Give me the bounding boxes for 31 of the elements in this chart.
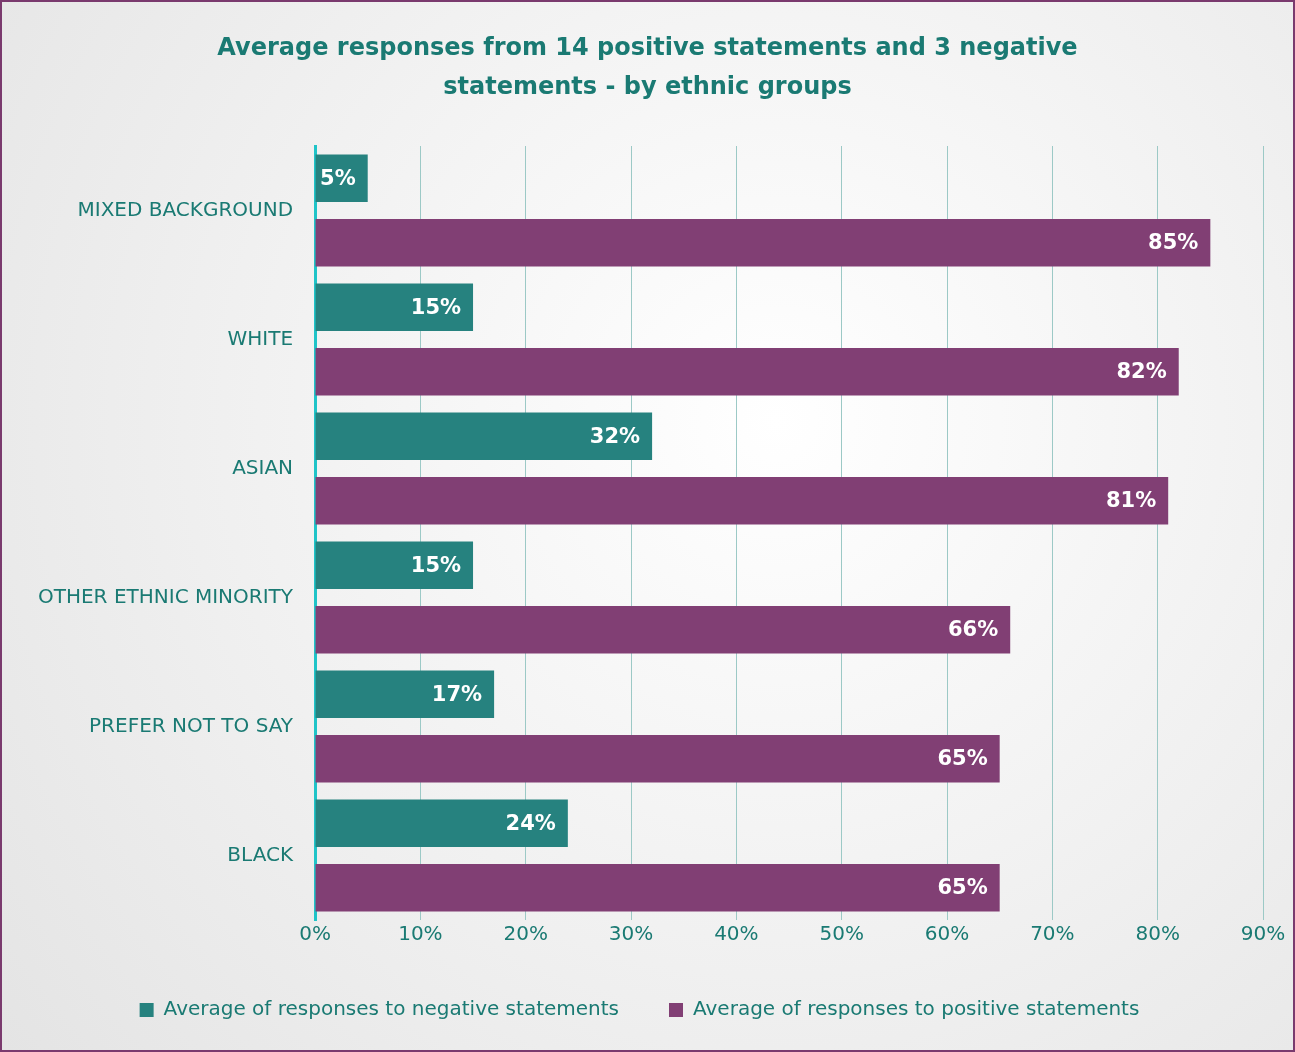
data-label: 5% bbox=[320, 165, 356, 190]
x-tick-label: 30% bbox=[608, 921, 654, 946]
data-label: 85% bbox=[1148, 230, 1199, 255]
y-tick-label: WHITE bbox=[227, 325, 294, 350]
x-tick-label: 90% bbox=[1240, 921, 1286, 946]
data-label: 65% bbox=[937, 746, 988, 771]
data-label: 32% bbox=[589, 423, 641, 448]
x-tick-label: 40% bbox=[714, 921, 759, 946]
x-tick-label: 10% bbox=[398, 921, 443, 946]
x-tick-label: 60% bbox=[924, 921, 970, 946]
x-tick-label: 20% bbox=[503, 921, 548, 946]
x-tick-label: 80% bbox=[1135, 921, 1180, 946]
x-tick-label: 50% bbox=[819, 921, 864, 946]
legend-label: Average of responses to positive statements bbox=[693, 996, 1140, 1021]
data-label: 17% bbox=[431, 681, 483, 706]
y-tick-label: MIXED BACKGROUND bbox=[77, 196, 294, 221]
data-label: 66% bbox=[947, 617, 999, 642]
chart-title: Average responses from 14 positive statements and 3 negative statements - by ethnic groups bbox=[216, 32, 1079, 102]
y-tick-label: PREFER NOT TO SAY bbox=[89, 712, 294, 737]
data-label: 82% bbox=[1116, 359, 1167, 384]
y-tick-label: ASIAN bbox=[232, 454, 294, 479]
data-label: 65% bbox=[937, 875, 988, 900]
data-label: 24% bbox=[505, 810, 556, 835]
x-tick-label: 70% bbox=[1030, 921, 1075, 946]
y-tick-label: BLACK bbox=[227, 841, 294, 866]
data-label: 15% bbox=[410, 294, 462, 319]
x-tick-label: 0% bbox=[299, 921, 331, 946]
y-tick-label: OTHER ETHNIC MINORITY bbox=[37, 583, 294, 608]
legend-label: Average of responses to negative statements bbox=[163, 996, 620, 1021]
data-label: 15% bbox=[410, 552, 462, 577]
data-label: 81% bbox=[1105, 488, 1157, 513]
